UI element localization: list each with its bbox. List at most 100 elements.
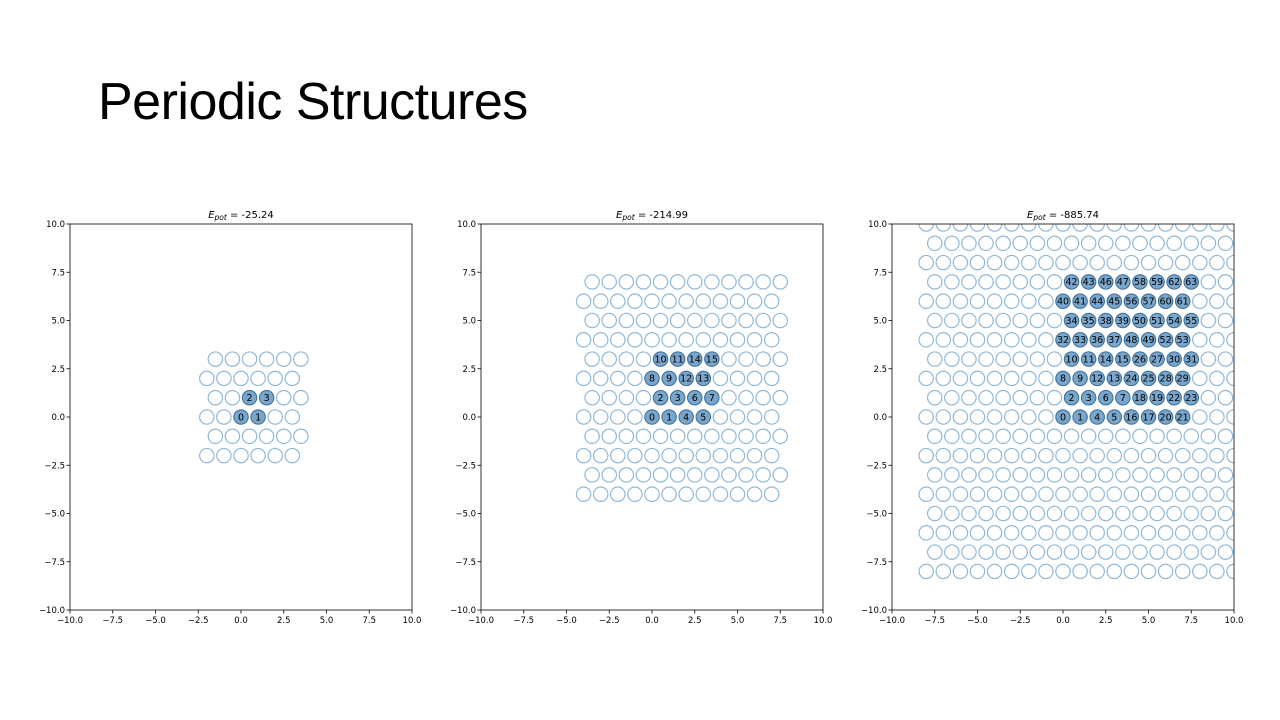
lattice-cell: [712, 293, 729, 309]
atom-marker: [250, 409, 266, 425]
lattice-cell: [1012, 505, 1029, 522]
lattice-cell: [738, 428, 754, 445]
atom-label: 6: [1103, 393, 1109, 404]
lattice-cell: [575, 447, 592, 464]
lattice-cell: [1157, 563, 1174, 580]
energy-plot-svg: 0 12 3 −10.0 −7.5 −5.0 −2.5 0.0 2.5 5.0 7.5 10.0 10.…: [39, 210, 422, 626]
lattice-cell: [1200, 312, 1217, 329]
y-tick-label: −2.5: [44, 461, 65, 471]
lattice-cell: [250, 370, 266, 387]
lattice-cell: [746, 409, 763, 425]
lattice-cell: [1021, 409, 1037, 425]
atom-marker: [1072, 370, 1088, 387]
atom-marker: [704, 351, 720, 367]
lattice-cell: [1115, 467, 1131, 483]
lattice-cell: [926, 428, 943, 445]
lattice-cell: [284, 447, 301, 464]
lattice-cell: [961, 544, 977, 560]
lattice-cell: [935, 370, 952, 387]
lattice-cell: [969, 447, 986, 464]
lattice-cell: [258, 351, 275, 367]
lattice-cell: [952, 447, 969, 464]
lattice-cell: [584, 274, 600, 290]
atom-label: 49: [1142, 335, 1154, 346]
lattice-cell: [978, 544, 994, 560]
lattice-cell: [1183, 467, 1200, 483]
atom-label: 1: [1077, 412, 1083, 423]
lattice-cell: [1140, 447, 1157, 464]
atom-label: 46: [1100, 277, 1112, 288]
x-tick-label: −7.5: [924, 616, 945, 626]
x-tick-label: 5.0: [731, 616, 745, 626]
x-tick-label: 5.0: [1142, 616, 1156, 626]
y-tick-label: −2.5: [455, 461, 476, 471]
atom-label: 12: [1091, 374, 1103, 385]
lattice-cell: [926, 505, 943, 522]
lattice-cell: [1209, 409, 1225, 425]
atom-marker: [1132, 351, 1148, 367]
atom-label: 21: [1177, 412, 1189, 423]
atom-marker: [1098, 390, 1114, 406]
lattice-cell: [961, 505, 977, 522]
lattice-cell: [1089, 447, 1105, 464]
lattice-cell: [610, 332, 626, 348]
atom-marker: [1072, 409, 1088, 425]
atom-label: 28: [1160, 374, 1172, 385]
atom-marker: [1132, 312, 1148, 329]
lattice-cell: [1115, 505, 1131, 522]
energy-value: = -25.24: [227, 210, 274, 221]
atom-marker: [1157, 409, 1174, 425]
energy-plot-svg: 0 1 4 5 16 17 20 212 3 6 7 18 19 22 238 9 12 13 24 25 28 2910…: [861, 210, 1244, 626]
lattice-cell: [233, 370, 249, 387]
lattice-cell: [644, 332, 660, 348]
lattice-cell: [918, 409, 934, 425]
lattice-cell: [1063, 235, 1080, 252]
lattice-cell: [1038, 370, 1054, 387]
atom-marker: [644, 370, 660, 387]
atom-label: 5: [1111, 412, 1117, 423]
lattice-cell: [1192, 332, 1208, 348]
atom-marker: [1166, 312, 1182, 329]
atom-marker: [669, 351, 686, 367]
atom-marker: [1175, 409, 1191, 425]
y-tick-label: 10.0: [868, 220, 887, 230]
lattice-cell: [1055, 486, 1071, 502]
x-tick-label: 10.0: [814, 616, 833, 626]
lattice-cell: [1080, 505, 1097, 522]
atom-marker: [1183, 351, 1199, 367]
lattice-cell: [695, 447, 712, 464]
y-tick-label: −5.0: [866, 510, 887, 520]
lattice-cell: [986, 525, 1003, 541]
lattice-cell: [1183, 505, 1200, 522]
lattice-cell: [275, 389, 292, 406]
lattice-cell: [961, 351, 977, 367]
atom-label: 25: [1142, 374, 1154, 385]
lattice-cell: [772, 428, 789, 445]
lattice-cell: [1217, 544, 1234, 560]
atom-label: 19: [1151, 393, 1163, 404]
atom-label: 62: [1168, 277, 1180, 288]
lattice-cell: [1029, 389, 1046, 406]
lattice-cell: [1063, 544, 1080, 560]
atom-marker: [1063, 351, 1080, 367]
atom-marker: [1055, 332, 1071, 348]
lattice-cell: [610, 486, 626, 502]
atom-label: 33: [1074, 335, 1086, 346]
atom-label: 37: [1108, 335, 1120, 346]
lattice-cell: [952, 293, 969, 309]
lattice-cell: [961, 312, 977, 329]
x-tick-label: 7.5: [1184, 616, 1198, 626]
lattice-cell: [1038, 409, 1054, 425]
y-tick-label: 10.0: [46, 220, 65, 230]
lattice-cell: [635, 312, 652, 329]
lattice-cell: [635, 389, 652, 406]
lattice-cell: [199, 370, 215, 387]
atom-label: 2: [658, 393, 664, 404]
lattice-cell: [986, 563, 1003, 580]
x-tick-label: −7.5: [513, 616, 534, 626]
lattice-cell: [1192, 254, 1208, 271]
atom-label: 35: [1083, 316, 1095, 327]
lattice-cell: [1029, 312, 1046, 329]
lattice-cell: [592, 486, 609, 502]
atom-label: 51: [1151, 316, 1163, 327]
